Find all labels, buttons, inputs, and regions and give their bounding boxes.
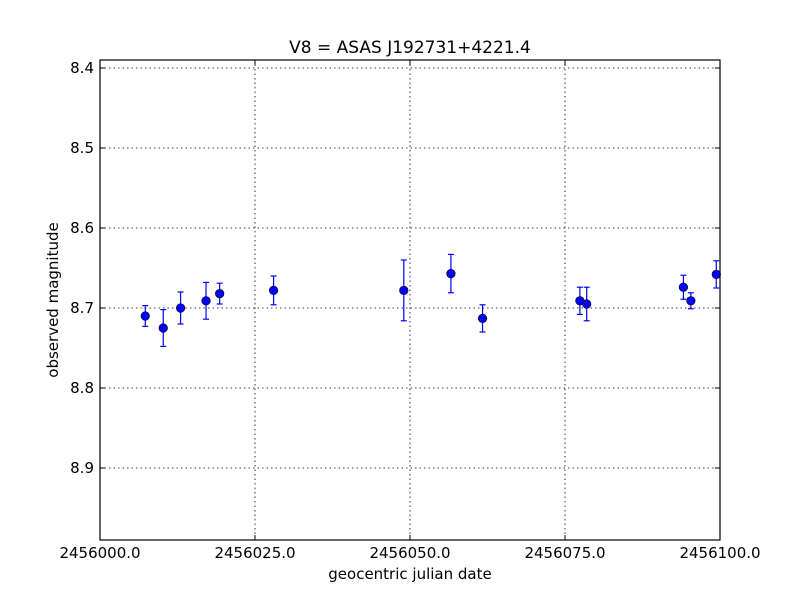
x-axis-label: geocentric julian date bbox=[328, 565, 491, 583]
y-tick-label: 8.4 bbox=[70, 59, 94, 77]
y-tick-label: 8.5 bbox=[70, 139, 94, 157]
y-tick-label: 8.6 bbox=[70, 219, 94, 237]
data-point bbox=[477, 313, 488, 324]
data-point bbox=[399, 285, 409, 296]
data-point bbox=[686, 296, 696, 306]
data-point bbox=[446, 269, 456, 279]
y-tick-label: 8.7 bbox=[70, 299, 94, 317]
y-tick-label: 8.9 bbox=[70, 459, 94, 477]
y-axis-label: observed magnitude bbox=[44, 222, 62, 377]
data-point bbox=[201, 296, 211, 306]
x-tick-label: 2456050.0 bbox=[369, 544, 450, 562]
x-tick-label: 2456000.0 bbox=[59, 544, 140, 562]
data-point bbox=[176, 303, 186, 313]
data-layer bbox=[140, 253, 721, 347]
data-point bbox=[158, 323, 168, 333]
data-point bbox=[269, 285, 279, 296]
data-point bbox=[140, 311, 150, 321]
data-point bbox=[215, 289, 225, 299]
x-tick-label: 2456100.0 bbox=[679, 544, 760, 562]
x-tick-label: 2456025.0 bbox=[214, 544, 295, 562]
data-point bbox=[678, 282, 689, 292]
chart-title: V8 = ASAS J192731+4221.4 bbox=[289, 38, 531, 58]
plot-frame bbox=[99, 59, 721, 541]
y-tick-label: 8.8 bbox=[70, 379, 94, 397]
data-point bbox=[711, 269, 721, 280]
x-tick-label: 2456075.0 bbox=[524, 544, 605, 562]
data-point bbox=[582, 299, 592, 309]
label-layer: 2456000.0 2456025.0 2456050.0 2456075.0 2456… bbox=[59, 59, 760, 562]
